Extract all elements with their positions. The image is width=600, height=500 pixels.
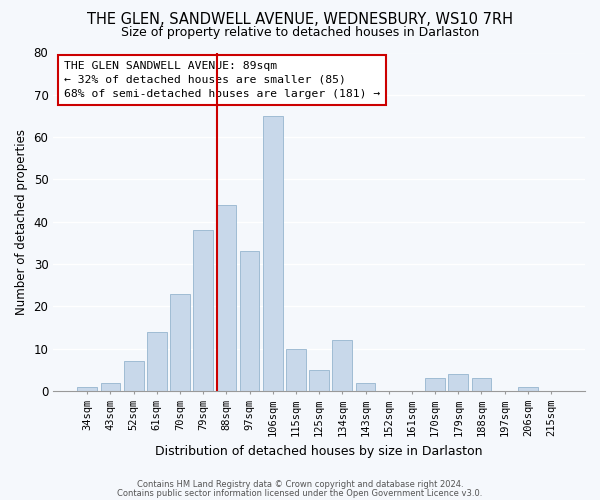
Text: Size of property relative to detached houses in Darlaston: Size of property relative to detached ho… bbox=[121, 26, 479, 39]
Bar bbox=[77, 387, 97, 391]
Text: THE GLEN SANDWELL AVENUE: 89sqm
← 32% of detached houses are smaller (85)
68% of: THE GLEN SANDWELL AVENUE: 89sqm ← 32% of… bbox=[64, 61, 380, 99]
Bar bbox=[170, 294, 190, 391]
Bar bbox=[448, 374, 468, 391]
Text: Contains public sector information licensed under the Open Government Licence v3: Contains public sector information licen… bbox=[118, 488, 482, 498]
Bar bbox=[518, 387, 538, 391]
Bar bbox=[124, 362, 143, 391]
Text: Contains HM Land Registry data © Crown copyright and database right 2024.: Contains HM Land Registry data © Crown c… bbox=[137, 480, 463, 489]
Bar bbox=[286, 348, 306, 391]
Bar bbox=[217, 205, 236, 391]
Bar bbox=[147, 332, 167, 391]
Bar bbox=[193, 230, 213, 391]
Text: THE GLEN, SANDWELL AVENUE, WEDNESBURY, WS10 7RH: THE GLEN, SANDWELL AVENUE, WEDNESBURY, W… bbox=[87, 12, 513, 28]
Bar bbox=[263, 116, 283, 391]
Bar bbox=[356, 382, 376, 391]
Bar bbox=[425, 378, 445, 391]
Bar bbox=[332, 340, 352, 391]
Y-axis label: Number of detached properties: Number of detached properties bbox=[15, 129, 28, 315]
X-axis label: Distribution of detached houses by size in Darlaston: Distribution of detached houses by size … bbox=[155, 444, 483, 458]
Bar bbox=[309, 370, 329, 391]
Bar bbox=[240, 252, 259, 391]
Bar bbox=[101, 382, 121, 391]
Bar bbox=[472, 378, 491, 391]
